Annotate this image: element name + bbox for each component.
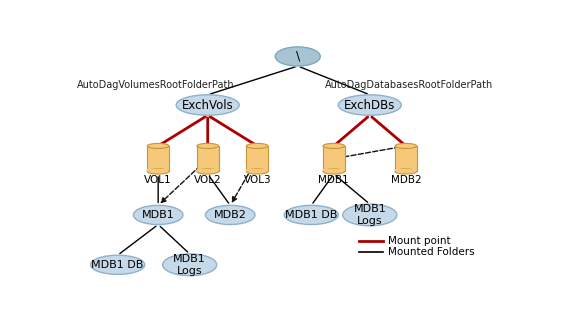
Ellipse shape [395,169,417,174]
Polygon shape [323,169,345,172]
Text: VOL2: VOL2 [194,175,221,185]
Polygon shape [246,146,268,172]
Ellipse shape [91,255,145,274]
Text: AutoDagDatabasesRootFolderPath: AutoDagDatabasesRootFolderPath [325,80,493,90]
Polygon shape [148,146,169,172]
Ellipse shape [176,95,239,115]
Text: VOL3: VOL3 [243,175,271,185]
Polygon shape [323,146,345,172]
Ellipse shape [338,95,401,115]
Text: ExchDBs: ExchDBs [344,99,396,112]
Text: Mounted Folders: Mounted Folders [388,247,475,257]
Ellipse shape [134,206,183,224]
Text: VOL1: VOL1 [144,175,172,185]
Ellipse shape [246,169,268,174]
Ellipse shape [395,143,417,148]
Text: MDB1: MDB1 [318,175,349,185]
Ellipse shape [148,143,169,148]
Ellipse shape [284,206,338,224]
Text: MDB1 DB: MDB1 DB [91,260,144,270]
Text: MDB1 DB: MDB1 DB [285,210,338,220]
Ellipse shape [197,143,218,148]
Polygon shape [148,169,169,172]
Text: \: \ [296,50,300,63]
Ellipse shape [163,254,217,276]
Text: MDB2: MDB2 [214,210,247,220]
Polygon shape [246,169,268,172]
Polygon shape [197,169,218,172]
Text: Mount point: Mount point [388,235,450,246]
Ellipse shape [275,47,320,66]
Polygon shape [197,146,218,172]
Ellipse shape [148,169,169,174]
Text: MDB1: MDB1 [142,210,174,220]
Ellipse shape [206,206,255,224]
Ellipse shape [343,204,397,226]
Text: MDB1
Logs: MDB1 Logs [353,204,386,226]
Polygon shape [395,169,417,172]
Ellipse shape [323,169,345,174]
Ellipse shape [323,143,345,148]
Text: MDB1
Logs: MDB1 Logs [173,254,206,276]
Ellipse shape [246,143,268,148]
Polygon shape [395,146,417,172]
Text: MDB2: MDB2 [390,175,421,185]
Ellipse shape [197,169,218,174]
Text: ExchVols: ExchVols [182,99,234,112]
Text: AutoDagVolumesRootFolderPath: AutoDagVolumesRootFolderPath [77,80,235,90]
